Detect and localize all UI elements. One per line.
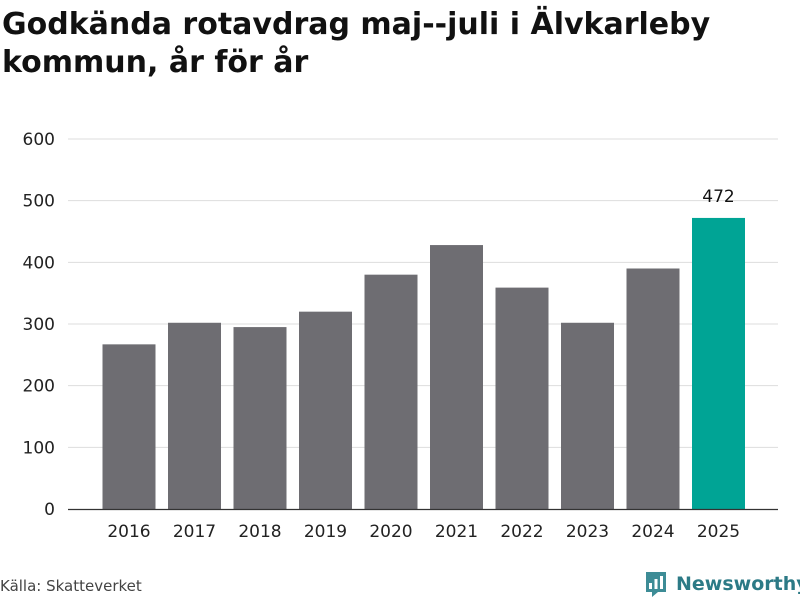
x-tick-label: 2018 xyxy=(238,522,281,542)
brand-logo: Newsworthy xyxy=(644,568,800,600)
x-axis-labels: 2016 2017 2018 2019 2020 2021 2022 2023 2024 2025 xyxy=(107,522,740,542)
y-axis-labels: 0 100 200 300 400 500 600 xyxy=(23,130,55,520)
chart-title: Godkända rotavdrag maj--juli i Älvkarleb… xyxy=(2,7,711,80)
bar-2025 xyxy=(692,217,745,509)
bar-2018 xyxy=(233,327,287,509)
x-tick-label: 2017 xyxy=(173,522,216,542)
y-tick-label: 0 xyxy=(44,500,55,520)
y-tick-label: 200 xyxy=(23,377,55,397)
x-tick-label: 2025 xyxy=(697,522,740,542)
bars xyxy=(102,217,745,510)
y-tick-label: 100 xyxy=(23,438,55,458)
bar-chart: 0 100 200 300 400 500 600 2016 2017 2018 2019 2020… xyxy=(23,130,778,542)
bar-2016 xyxy=(102,344,156,509)
x-tick-label: 2016 xyxy=(107,522,150,542)
bar-2017 xyxy=(168,322,221,509)
y-tick-label: 600 xyxy=(23,130,55,150)
y-tick-label: 500 xyxy=(23,192,55,212)
x-tick-label: 2022 xyxy=(500,522,543,542)
bar-2023 xyxy=(561,322,614,509)
newsworthy-logo-icon xyxy=(646,572,666,597)
data-labels: 472 xyxy=(702,187,734,207)
y-tick-label: 300 xyxy=(23,315,55,335)
x-tick-label: 2024 xyxy=(631,522,674,542)
bar-2019 xyxy=(299,311,352,509)
data-label-2025: 472 xyxy=(702,187,734,207)
bar-2024 xyxy=(626,268,680,509)
x-tick-label: 2021 xyxy=(435,522,478,542)
x-tick-label: 2019 xyxy=(304,522,347,542)
bar-2022 xyxy=(495,287,549,509)
x-tick-label: 2023 xyxy=(566,522,609,542)
y-tick-label: 400 xyxy=(23,253,55,273)
source-note: Källa: Skatteverket xyxy=(0,577,142,595)
bar-2020 xyxy=(364,274,418,509)
brand-name: Newsworthy xyxy=(676,573,800,595)
x-tick-label: 2020 xyxy=(369,522,412,542)
bar-2021 xyxy=(430,245,483,510)
